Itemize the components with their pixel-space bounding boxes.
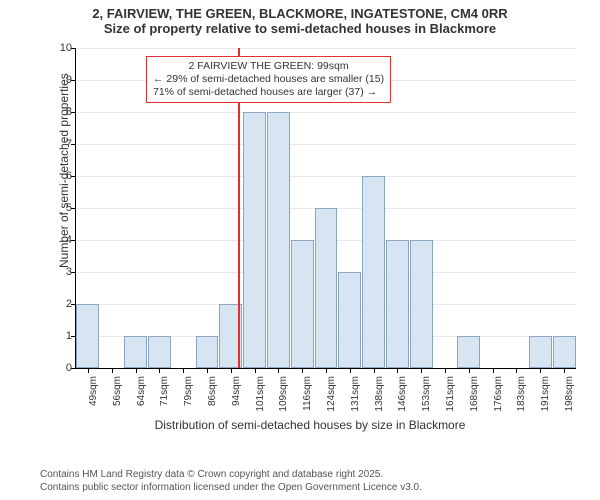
xtick-mark <box>564 368 565 373</box>
ytick-label: 8 <box>48 106 72 118</box>
xtick-mark <box>112 368 113 373</box>
histogram-bar <box>362 176 385 368</box>
x-axis-label: Distribution of semi-detached houses by … <box>45 418 575 432</box>
title-line-2: Size of property relative to semi-detach… <box>0 21 600 36</box>
ytick-label: 4 <box>48 234 72 246</box>
histogram-bar <box>124 336 147 368</box>
annotation-line: 71% of semi-detached houses are larger (… <box>153 86 384 99</box>
xtick-mark <box>207 368 208 373</box>
xtick-mark <box>231 368 232 373</box>
ytick-label: 7 <box>48 138 72 150</box>
annotation-line: 2 FAIRVIEW THE GREEN: 99sqm <box>153 60 384 73</box>
histogram-bar <box>267 112 290 368</box>
xtick-mark <box>88 368 89 373</box>
histogram-bar <box>529 336 552 368</box>
histogram-bar <box>553 336 576 368</box>
gridline <box>76 112 576 113</box>
title-line-1: 2, FAIRVIEW, THE GREEN, BLACKMORE, INGAT… <box>0 6 600 21</box>
footer-line-1: Contains HM Land Registry data © Crown c… <box>40 468 422 481</box>
ytick-label: 3 <box>48 266 72 278</box>
xtick-mark <box>326 368 327 373</box>
histogram-bar <box>315 208 338 368</box>
histogram-bar <box>457 336 480 368</box>
xtick-mark <box>469 368 470 373</box>
gridline <box>76 48 576 49</box>
histogram-bar <box>291 240 314 368</box>
plot-area: 01234567891049sqm56sqm64sqm71sqm79sqm86s… <box>75 48 576 369</box>
ytick-label: 1 <box>48 330 72 342</box>
gridline <box>76 144 576 145</box>
xtick-mark <box>159 368 160 373</box>
ytick-label: 5 <box>48 202 72 214</box>
xtick-mark <box>421 368 422 373</box>
xtick-mark <box>350 368 351 373</box>
xtick-mark <box>255 368 256 373</box>
xtick-mark <box>278 368 279 373</box>
xtick-mark <box>540 368 541 373</box>
ytick-label: 0 <box>48 362 72 374</box>
annotation-box: 2 FAIRVIEW THE GREEN: 99sqm← 29% of semi… <box>146 56 391 103</box>
xtick-mark <box>397 368 398 373</box>
ytick-label: 2 <box>48 298 72 310</box>
xtick-mark <box>516 368 517 373</box>
xtick-mark <box>136 368 137 373</box>
ytick-label: 9 <box>48 74 72 86</box>
histogram-bar <box>76 304 99 368</box>
chart-title: 2, FAIRVIEW, THE GREEN, BLACKMORE, INGAT… <box>0 0 600 36</box>
histogram-bar <box>148 336 171 368</box>
ytick-label: 10 <box>48 42 72 54</box>
footer-line-2: Contains public sector information licen… <box>40 481 422 494</box>
attribution-footer: Contains HM Land Registry data © Crown c… <box>40 468 422 494</box>
histogram-bar <box>338 272 361 368</box>
xtick-mark <box>445 368 446 373</box>
xtick-mark <box>374 368 375 373</box>
histogram-bar <box>243 112 266 368</box>
chart-container: Number of semi-detached properties 01234… <box>45 48 575 398</box>
histogram-bar <box>196 336 219 368</box>
xtick-mark <box>302 368 303 373</box>
gridline <box>76 176 576 177</box>
xtick-mark <box>493 368 494 373</box>
xtick-mark <box>183 368 184 373</box>
annotation-line: ← 29% of semi-detached houses are smalle… <box>153 73 384 86</box>
histogram-bar <box>386 240 409 368</box>
histogram-bar <box>410 240 433 368</box>
ytick-label: 6 <box>48 170 72 182</box>
